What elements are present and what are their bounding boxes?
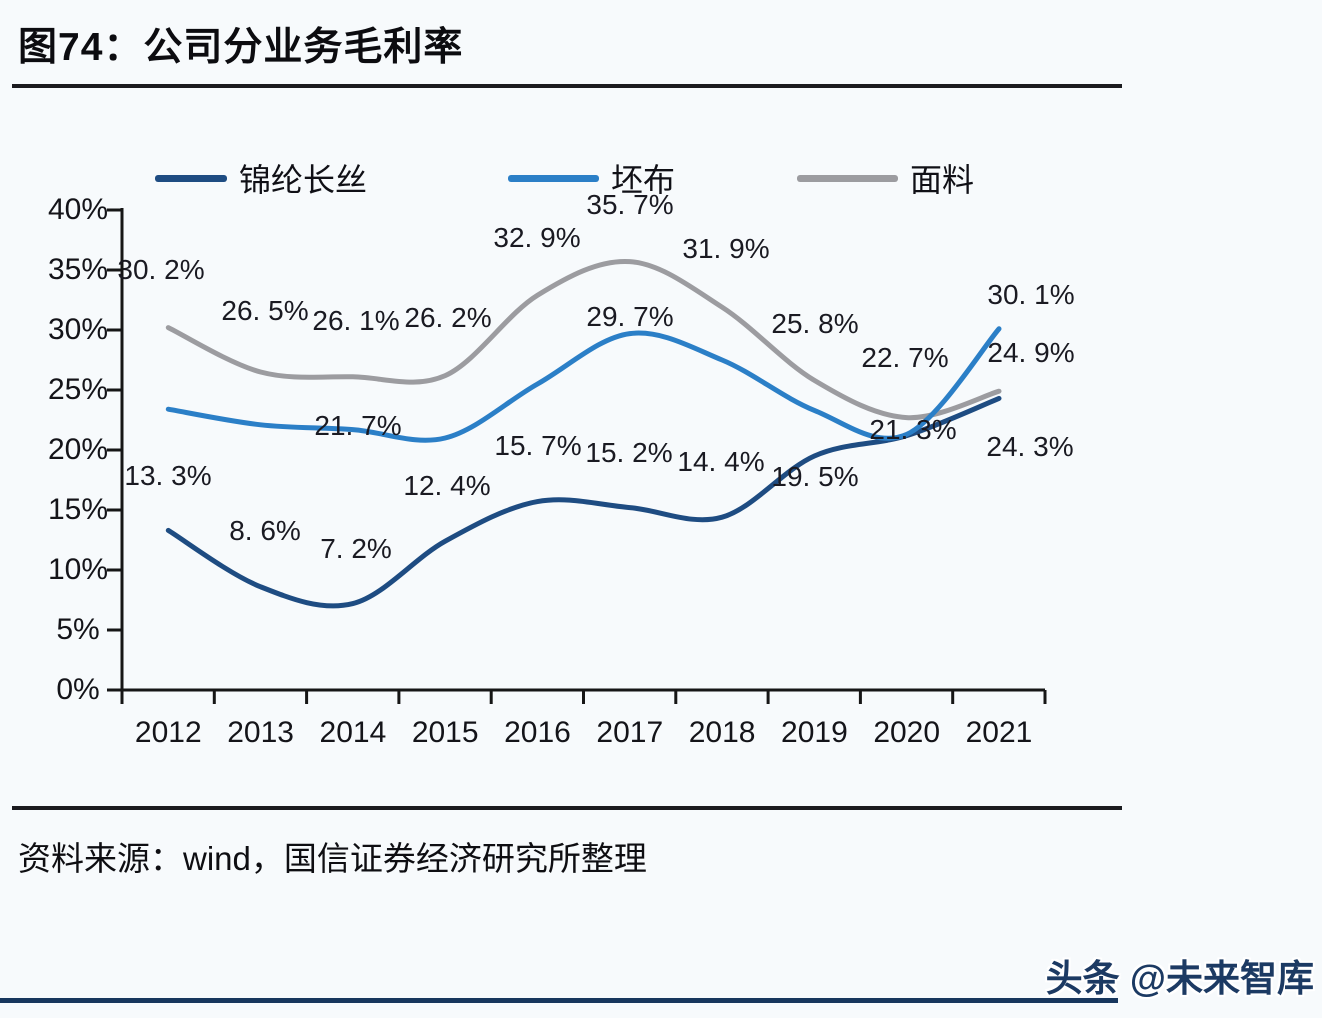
- data-label: 24. 3%: [986, 431, 1074, 462]
- data-label: 30. 1%: [987, 279, 1075, 310]
- series-line-grey-fabric: [165, 326, 1002, 443]
- data-label: 25. 8%: [771, 308, 859, 339]
- x-axis-tick-label: 2012: [134, 716, 202, 749]
- y-axis-tick-label: 25%: [47, 373, 109, 406]
- x-axis-tick-label: 2021: [965, 716, 1033, 749]
- y-axis-tick-label: 20%: [47, 433, 109, 466]
- bottom-border: [0, 998, 1118, 1003]
- title-divider: [12, 84, 1122, 88]
- legend-label-nylon-filament: 锦纶长丝: [239, 162, 368, 198]
- x-axis-tick-label: 2018: [688, 716, 756, 749]
- x-axis-tick-label: 2020: [873, 716, 941, 749]
- legend-item-fabric: 面料: [797, 160, 974, 198]
- series-line-nylon-filament: [165, 395, 1002, 609]
- data-label: 26. 2%: [404, 302, 492, 333]
- legend-swatch-fabric: [797, 174, 898, 182]
- data-label: 13. 3%: [124, 460, 212, 491]
- data-label: 31. 9%: [682, 233, 770, 264]
- x-axis-tick-label: 2019: [781, 716, 848, 749]
- footer-divider: [12, 806, 1122, 810]
- y-axis-tick-label: 10%: [47, 553, 109, 586]
- data-label: 22. 7%: [861, 342, 949, 373]
- axis-ticks: [107, 208, 1047, 704]
- data-label: 26. 1%: [312, 305, 400, 336]
- data-label: 30. 2%: [117, 254, 205, 285]
- y-axis-tick-label: 5%: [56, 613, 100, 646]
- data-label: 21. 7%: [314, 410, 402, 441]
- y-axis-tick-label: 35%: [47, 253, 109, 286]
- legend-item-grey-fabric: 坯布: [508, 160, 675, 198]
- data-label: 24. 9%: [987, 337, 1075, 368]
- data-label: 7. 2%: [320, 533, 392, 564]
- x-axis-tick-label: 2013: [227, 716, 294, 749]
- data-label: 35. 7%: [586, 189, 674, 220]
- figure-title: 图74：公司分业务毛利率: [18, 26, 464, 69]
- y-axis-tick-label: 0%: [56, 673, 100, 706]
- y-axis-tick-label: 40%: [47, 193, 109, 226]
- axis-lines: [120, 208, 1045, 692]
- legend-swatch-grey-fabric: [508, 174, 599, 182]
- series-line-fabric: [165, 259, 1002, 421]
- legend-label-fabric: 面料: [910, 162, 975, 198]
- watermark: 头条 @未来智库: [1045, 958, 1314, 999]
- legend-swatch-nylon-filament: [155, 174, 227, 182]
- x-axis-tick-label: 2017: [596, 716, 664, 749]
- x-axis-tick-label: 2014: [319, 716, 387, 749]
- legend-item-nylon-filament: 锦纶长丝: [155, 160, 367, 198]
- data-label: 21. 3%: [869, 414, 957, 445]
- data-label: 14. 4%: [677, 446, 765, 477]
- x-axis-tick-label: 2016: [504, 716, 571, 749]
- data-label: 12. 4%: [403, 470, 491, 501]
- data-label: 26. 5%: [221, 295, 309, 326]
- data-label: 32. 9%: [493, 222, 581, 253]
- data-label: 29. 7%: [586, 301, 674, 332]
- data-label: 8. 6%: [229, 515, 301, 546]
- x-axis-tick-label: 2015: [411, 716, 479, 749]
- data-label: 15. 7%: [494, 430, 582, 461]
- chart-legend: 锦纶长丝 坯布 面料: [0, 160, 1322, 198]
- source-note: 资料来源：wind，国信证券经济研究所整理: [18, 840, 647, 877]
- legend-label-grey-fabric: 坯布: [611, 162, 676, 198]
- data-label: 15. 2%: [585, 437, 673, 468]
- data-label: 19. 5%: [771, 461, 859, 492]
- y-axis-tick-label: 30%: [47, 313, 109, 346]
- y-axis-tick-label: 15%: [47, 493, 109, 526]
